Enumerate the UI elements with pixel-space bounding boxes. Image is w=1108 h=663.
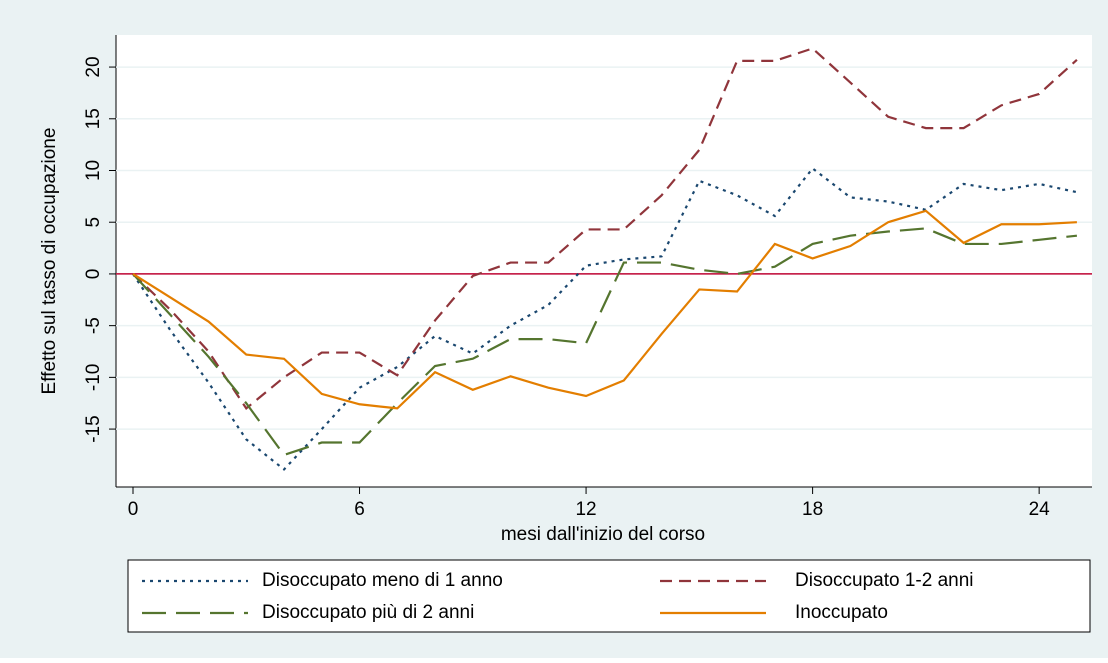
legend-label: Disoccupato meno di 1 anno bbox=[262, 570, 503, 591]
legend-label: Inoccupato bbox=[795, 602, 888, 623]
x-tick-label: 18 bbox=[802, 499, 823, 520]
x-axis-label: mesi dall'inizio del corso bbox=[501, 524, 705, 545]
y-tick-label: 10 bbox=[83, 160, 104, 181]
y-tick-label: -10 bbox=[83, 364, 104, 391]
y-tick-label: -5 bbox=[83, 317, 104, 334]
y-tick-label: -15 bbox=[83, 415, 104, 442]
series-line bbox=[132, 209, 1077, 410]
series-line bbox=[132, 166, 1078, 471]
x-tick-label: 12 bbox=[575, 499, 596, 520]
legend-label: Disoccupato più di 2 anni bbox=[262, 602, 474, 623]
x-tick-label: 6 bbox=[354, 499, 365, 520]
y-tick-label: 20 bbox=[83, 56, 104, 77]
x-tick-label: 24 bbox=[1029, 499, 1051, 520]
plot-area bbox=[116, 35, 1092, 487]
series-line bbox=[132, 227, 1078, 457]
y-tick-label: 5 bbox=[83, 217, 104, 228]
series-line bbox=[132, 47, 1078, 411]
y-axis-label: Effetto sul tasso di occupazione bbox=[39, 128, 60, 395]
legend-label: Disoccupato 1-2 anni bbox=[795, 570, 974, 591]
y-tick-label: 15 bbox=[83, 108, 104, 129]
x-tick-label: 0 bbox=[128, 499, 139, 520]
y-tick-label: 0 bbox=[83, 269, 104, 280]
legend bbox=[127, 559, 1091, 633]
